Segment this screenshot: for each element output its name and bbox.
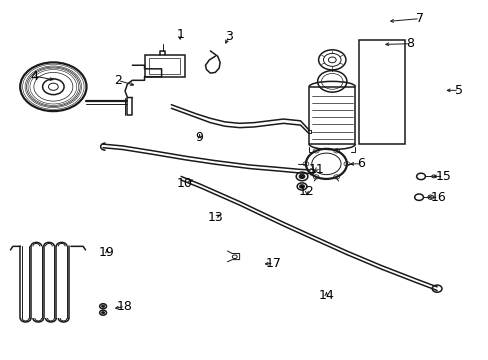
Text: 12: 12 [299, 185, 314, 198]
Circle shape [102, 312, 104, 314]
Text: 4: 4 [30, 69, 38, 82]
Bar [144, 55, 184, 77]
Text: 18: 18 [117, 300, 133, 313]
Text: 5: 5 [454, 84, 462, 97]
Text: 8: 8 [406, 37, 413, 50]
Text: 7: 7 [415, 12, 423, 25]
Text: 3: 3 [224, 30, 232, 43]
Text: 19: 19 [99, 246, 115, 259]
Circle shape [299, 174, 305, 179]
Text: 2: 2 [114, 74, 122, 87]
Text: 9: 9 [195, 131, 203, 144]
Circle shape [299, 185, 304, 188]
Text: 1: 1 [176, 28, 183, 41]
Bar [358, 40, 405, 144]
Text: 17: 17 [265, 257, 281, 270]
Text: 15: 15 [435, 170, 450, 183]
Text: 13: 13 [207, 211, 223, 224]
Text: 14: 14 [318, 289, 334, 302]
Bar [308, 87, 355, 144]
Text: 11: 11 [308, 163, 324, 176]
Bar [149, 58, 179, 74]
Text: 6: 6 [357, 157, 365, 170]
Text: 10: 10 [177, 177, 193, 190]
Circle shape [102, 305, 104, 307]
Text: 16: 16 [430, 191, 446, 204]
